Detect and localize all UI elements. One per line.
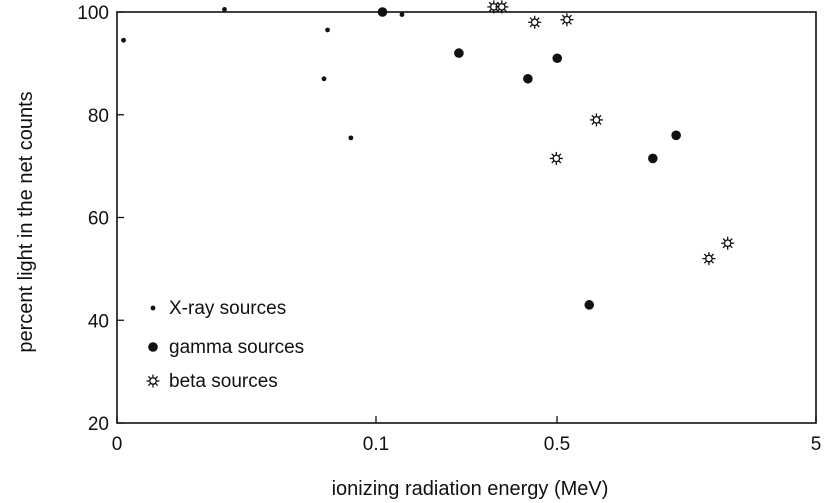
data-point [121, 37, 126, 43]
x-tick-label: 5 [811, 434, 822, 455]
data-point [495, 0, 509, 14]
data-point [584, 300, 595, 310]
data-point [702, 252, 716, 266]
data-point [348, 135, 354, 141]
legend-label: beta sources [169, 371, 278, 392]
legend-marker [150, 305, 156, 311]
x-axis-ticks: 0 0.1 0.5 5 [112, 416, 822, 455]
data-point [528, 15, 542, 29]
x-axis-title: ionizing radiation energy (MeV) [332, 478, 609, 500]
x-tick-label: 0.1 [363, 434, 389, 455]
data-point [648, 153, 658, 164]
y-tick-label: 100 [77, 3, 109, 24]
y-axis-ticks: 20 40 60 80 100 [77, 3, 124, 435]
data-point [325, 27, 330, 33]
series-large-dot [377, 7, 681, 310]
y-axis-title: percent light in the net counts [15, 91, 37, 352]
legend-marker [148, 342, 158, 352]
y-tick-label: 60 [88, 209, 109, 230]
data-point [377, 7, 388, 17]
data-point [671, 130, 681, 141]
plot-frame [116, 11, 817, 424]
data-point [721, 236, 735, 250]
data-point [222, 7, 227, 12]
data-points [121, 0, 735, 310]
y-tick-label: 80 [88, 106, 109, 127]
data-point [560, 13, 574, 27]
series-small-dot [121, 7, 405, 141]
legend-label: X-ray sources [169, 298, 286, 319]
y-tick-label: 20 [88, 414, 109, 435]
x-tick-label: 0.5 [544, 434, 570, 455]
legend-label: gamma sources [169, 337, 304, 358]
data-point [589, 113, 603, 127]
y-tick-label: 40 [88, 311, 109, 332]
series-open-star [487, 0, 735, 266]
data-point [454, 48, 464, 58]
data-point [552, 53, 563, 64]
legend-marker [146, 374, 160, 388]
data-point [399, 12, 405, 17]
x-tick-label: 0 [112, 434, 123, 455]
data-point [549, 151, 563, 165]
data-point [321, 76, 327, 82]
data-point [523, 73, 533, 84]
legend: X-ray sources gamma sources beta sources [146, 298, 304, 392]
